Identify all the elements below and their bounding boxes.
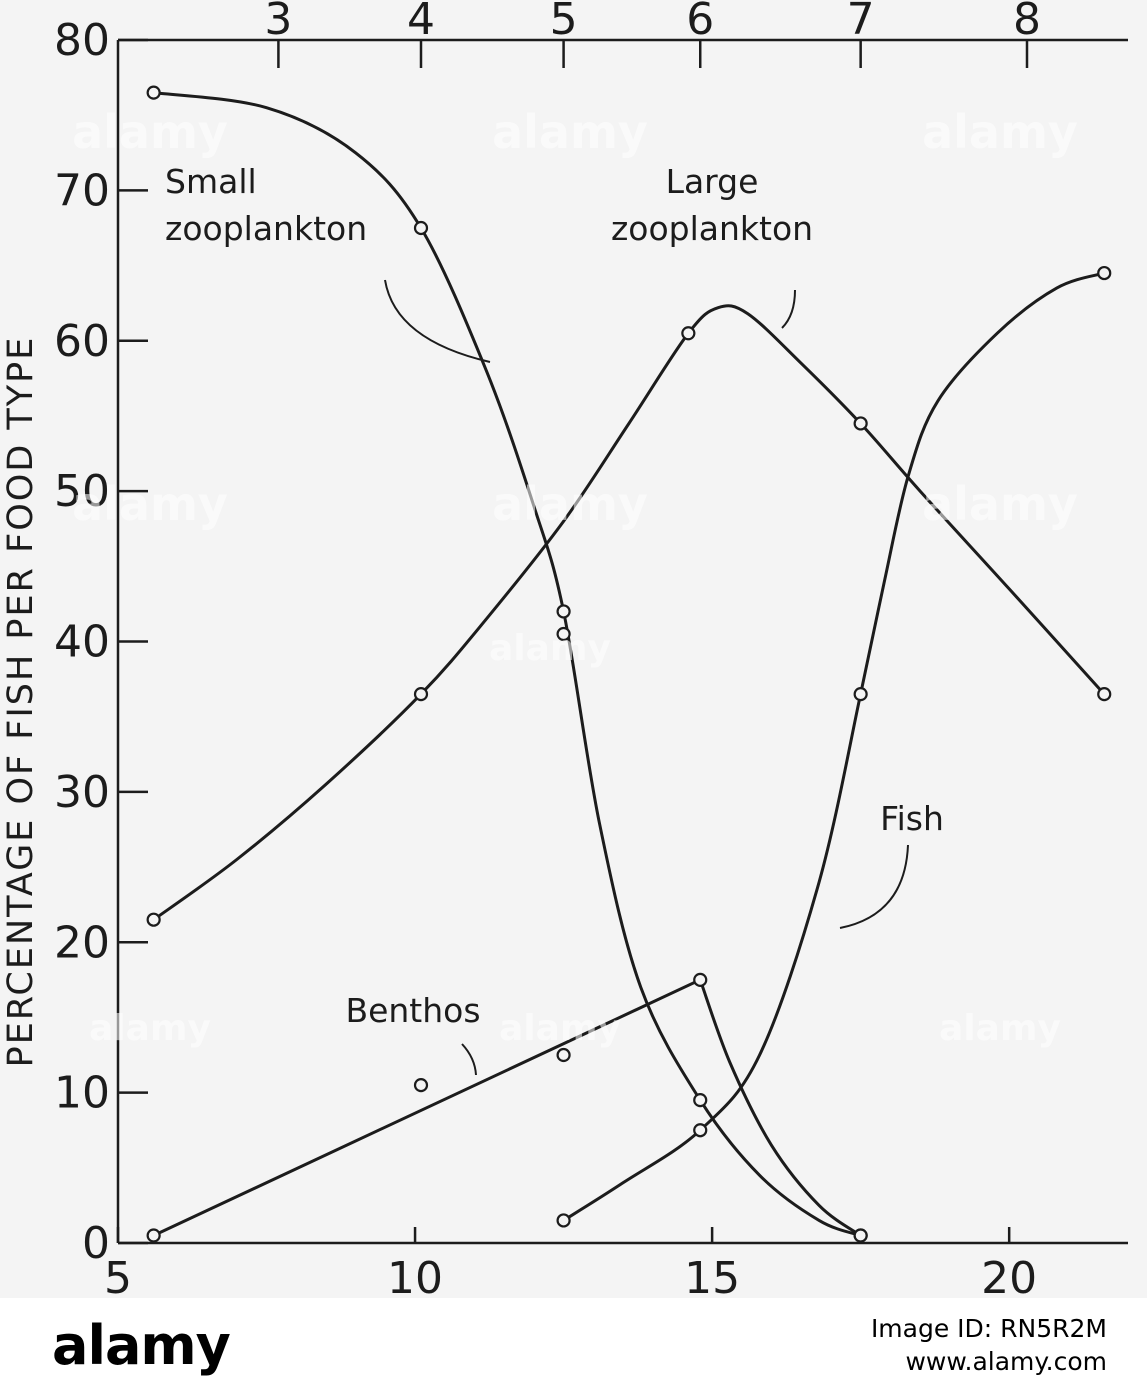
data-point-benthos [693, 972, 708, 987]
watermark-text: alamy [89, 1008, 211, 1049]
data-point-benthos [146, 1228, 161, 1243]
watermark-text: alamy [922, 105, 1078, 159]
data-point-small-zooplankton [556, 604, 571, 619]
series-line-fish [562, 271, 1105, 1222]
y-tick-label: 60 [54, 316, 110, 367]
annotation-fish: Fish [880, 799, 944, 838]
data-point-small-zooplankton [146, 85, 161, 100]
annotations-layer: Small zooplankton Large zooplankton Fish Bent… [165, 162, 944, 1076]
y-tick-label: 0 [82, 1218, 110, 1269]
x-tick-label: 5 [104, 1253, 132, 1298]
data-point-large-zooplankton [556, 626, 571, 642]
y-tick-label: 50 [54, 466, 110, 517]
top-tick-label: 4 [407, 0, 435, 45]
data-point-benthos [853, 1228, 868, 1243]
watermark-text: alamy [492, 477, 648, 531]
footer-info: Image ID: RN5R2M www.alamy.com [871, 1312, 1107, 1378]
data-point-fish [556, 1213, 571, 1228]
series-line-large-zooplankton [152, 304, 1106, 921]
x-tick-label: 20 [981, 1253, 1037, 1298]
watermark-text: alamy [492, 105, 648, 159]
annotation-arrow-benthos [461, 1043, 477, 1076]
data-point-large-zooplankton [413, 687, 429, 702]
footer-logo: alamy [52, 1314, 231, 1377]
data-point-large-zooplankton [146, 912, 161, 927]
annotation-large: Large [666, 162, 759, 201]
watermark-text: alamy [72, 105, 228, 159]
top-tick-label: 3 [264, 0, 292, 45]
y-tick-label: 40 [54, 617, 110, 668]
top-tick-label: 7 [847, 0, 875, 45]
watermark-text: alamy [922, 477, 1078, 531]
annotation-benthos: Benthos [345, 991, 480, 1030]
annotation-arrow-small [384, 279, 491, 363]
top-tick-label: 5 [550, 0, 578, 45]
annotation-large: zooplankton [611, 209, 813, 248]
y-tick-label: 80 [54, 15, 110, 66]
watermark-text: alamy [499, 1008, 621, 1049]
footer-image-id: Image ID: RN5R2M [870, 1314, 1107, 1343]
data-point-fish [693, 1123, 708, 1138]
y-tick-label: 10 [54, 1068, 110, 1119]
top-tick-label: 6 [686, 0, 714, 45]
y-tick-label: 70 [54, 165, 110, 216]
data-point-small-zooplankton [413, 220, 429, 236]
y-axis-label: PERCENTAGE OF FISH PER FOOD TYPE [1, 336, 41, 1068]
watermark-text: alamy [939, 1008, 1061, 1049]
footer-site: www.alamy.com [905, 1347, 1107, 1376]
x-tick-label: 15 [684, 1253, 740, 1298]
footer-bar: alamy Image ID: RN5R2M www.alamy.com [0, 1298, 1147, 1390]
data-point-benthos [413, 1078, 429, 1093]
series-line-benthos [152, 977, 862, 1237]
watermark-layer: alamy alamy alamy alamy alamy alamy alamy alamy… [72, 105, 1078, 1049]
watermark-text: alamy [72, 477, 228, 531]
y-tick-label: 30 [54, 767, 110, 818]
annotation-arrow-large [781, 289, 796, 329]
data-point-fish [853, 687, 868, 702]
data-point-small-zooplankton [693, 1093, 708, 1108]
y-tick-label: 20 [54, 917, 110, 968]
data-point-large-zooplankton [853, 416, 868, 431]
series-layer [146, 85, 1112, 1243]
chart-svg: 0 10 20 30 40 50 60 70 80 5 10 15 20 3 4 5 6 7 8 PERCENTAGE… [1, 0, 1128, 1298]
top-tick-label: 8 [1013, 0, 1041, 45]
data-point-large-zooplankton [1097, 687, 1112, 702]
chart-figure: 0 10 20 30 40 50 60 70 80 5 10 15 20 3 4 5 6 7 8 PERCENTAGE… [0, 0, 1147, 1298]
annotation-small: Small [165, 162, 257, 201]
annotation-arrow-fish [839, 844, 909, 929]
annotation-small: zooplankton [165, 209, 367, 248]
watermark-text: alamy [489, 628, 611, 669]
axes: 0 10 20 30 40 50 60 70 80 5 10 15 20 3 4 5 6 7 8 PERCENTAGE… [1, 0, 1128, 1298]
data-point-fish [1097, 265, 1112, 281]
data-point-large-zooplankton [681, 326, 696, 341]
data-point-benthos [556, 1047, 571, 1063]
x-tick-label: 10 [387, 1253, 443, 1298]
